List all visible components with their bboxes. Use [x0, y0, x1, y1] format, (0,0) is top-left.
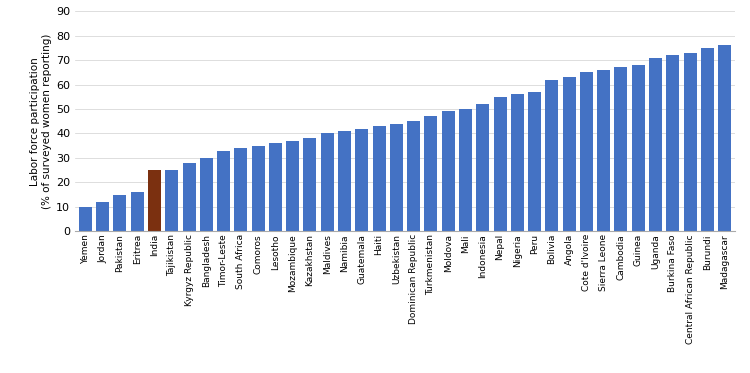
- Bar: [321, 134, 334, 231]
- Bar: [632, 65, 645, 231]
- Bar: [459, 109, 472, 231]
- Bar: [113, 195, 127, 231]
- Bar: [718, 46, 731, 231]
- Bar: [130, 192, 144, 231]
- Bar: [494, 97, 506, 231]
- Bar: [269, 143, 282, 231]
- Bar: [407, 121, 420, 231]
- Y-axis label: Labor force participation
(% of surveyed women reporting): Labor force participation (% of surveyed…: [30, 34, 52, 209]
- Bar: [165, 170, 178, 231]
- Bar: [200, 158, 213, 231]
- Bar: [182, 163, 196, 231]
- Bar: [148, 170, 161, 231]
- Bar: [476, 104, 489, 231]
- Bar: [666, 55, 680, 231]
- Bar: [286, 141, 299, 231]
- Bar: [79, 207, 92, 231]
- Bar: [545, 80, 558, 231]
- Bar: [252, 146, 265, 231]
- Bar: [96, 202, 109, 231]
- Bar: [683, 53, 697, 231]
- Bar: [304, 138, 316, 231]
- Bar: [338, 131, 351, 231]
- Bar: [580, 72, 593, 231]
- Bar: [597, 70, 610, 231]
- Bar: [217, 151, 230, 231]
- Bar: [424, 116, 437, 231]
- Bar: [649, 58, 662, 231]
- Bar: [511, 94, 524, 231]
- Bar: [356, 129, 368, 231]
- Bar: [528, 92, 541, 231]
- Bar: [614, 68, 628, 231]
- Bar: [701, 48, 714, 231]
- Bar: [562, 77, 575, 231]
- Bar: [442, 112, 454, 231]
- Bar: [390, 124, 403, 231]
- Bar: [373, 126, 386, 231]
- Bar: [235, 148, 248, 231]
